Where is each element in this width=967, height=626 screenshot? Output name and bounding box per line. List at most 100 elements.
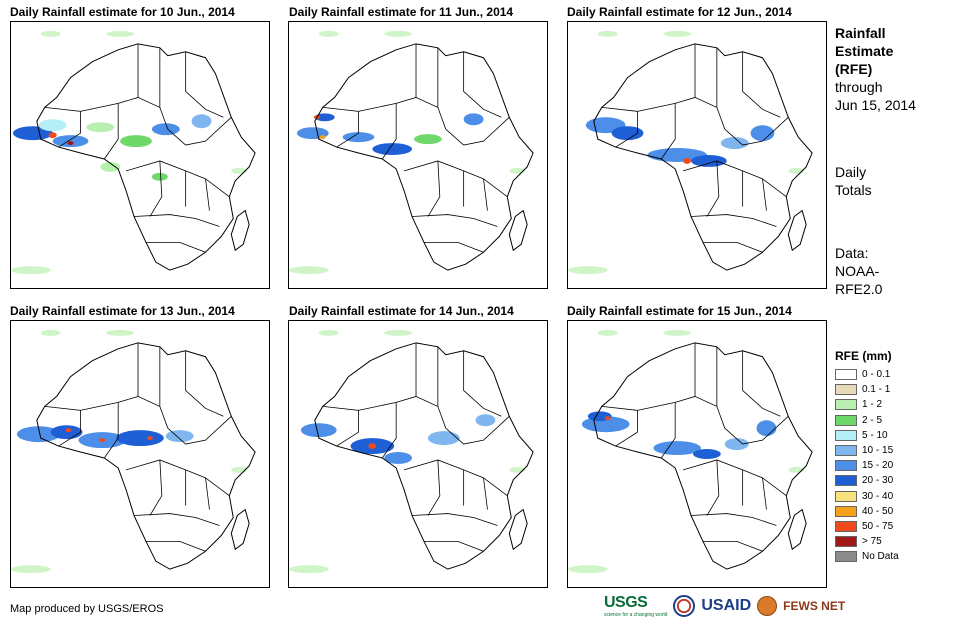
legend-swatch — [835, 414, 857, 426]
panel-title-2: Daily Rainfall estimate for 11 Jun., 201… — [289, 5, 514, 19]
country-border — [691, 513, 777, 526]
country-border — [134, 513, 220, 526]
legend-item: 30 - 40 — [835, 489, 899, 504]
country-border — [483, 178, 488, 211]
rainfall-area — [414, 134, 442, 145]
panel-title-3: Daily Rainfall estimate for 12 Jun., 201… — [567, 5, 792, 19]
coastline — [787, 209, 807, 252]
country-border — [80, 396, 169, 429]
rainfall-area — [691, 155, 727, 167]
country-border — [445, 415, 510, 445]
coastline — [36, 43, 256, 271]
legend-item: 15 - 20 — [835, 458, 899, 473]
rainfall-area — [568, 266, 608, 275]
country-border — [185, 350, 224, 417]
country-border — [691, 214, 777, 227]
country-border — [601, 405, 638, 447]
rainfall-area — [663, 30, 692, 37]
daily-totals: Daily Totals — [835, 163, 872, 199]
country-border — [167, 415, 232, 445]
legend-title: RFE (mm) — [835, 349, 892, 363]
rainfall-area — [116, 430, 164, 447]
rainfall-area — [384, 329, 413, 336]
country-border — [427, 459, 441, 516]
country-border — [483, 477, 488, 510]
heading-line-2: Estimate — [835, 43, 894, 59]
rainfall-area — [40, 30, 61, 37]
data-source: Data: NOAA- RFE2.0 — [835, 244, 882, 298]
country-border — [403, 459, 508, 497]
legend-item: > 75 — [835, 534, 899, 549]
legend-label: 10 - 15 — [862, 445, 894, 457]
usaid-seal-icon — [673, 595, 696, 617]
panel-title-5: Daily Rainfall estimate for 14 Jun., 201… — [289, 304, 514, 318]
country-border — [702, 540, 763, 552]
legend-swatch — [835, 475, 857, 487]
africa-map-svg — [11, 329, 256, 574]
legend-swatch — [835, 384, 857, 396]
heading-line-1: Rainfall — [835, 25, 886, 41]
legend-label: No Data — [862, 551, 899, 563]
rainfall-map-2 — [288, 21, 548, 289]
data-source-line-1: NOAA- — [835, 263, 880, 279]
rainfall-map-3 — [567, 21, 827, 289]
rainfall-area — [750, 125, 775, 142]
rainfall-area — [720, 137, 749, 150]
rainfall-area — [151, 172, 168, 181]
legend-swatch — [835, 520, 857, 532]
rainfall-area — [368, 443, 377, 450]
country-border — [702, 241, 763, 253]
africa-map-svg — [289, 329, 534, 574]
coastline — [593, 342, 813, 570]
rainfall-area — [384, 452, 413, 464]
rainfall-area — [427, 431, 460, 446]
usaid-wordmark: USAID — [701, 597, 752, 614]
rainfall-area — [106, 329, 135, 336]
rainfall-area — [86, 122, 115, 133]
country-border — [205, 178, 210, 211]
coastline — [508, 209, 528, 252]
rainfall-area — [568, 565, 608, 574]
usgs-tagline: science for a changing world — [604, 612, 668, 618]
rainfall-area — [647, 148, 707, 162]
panel-title-6: Daily Rainfall estimate for 15 Jun., 201… — [567, 304, 792, 318]
rainfall-area — [106, 30, 135, 37]
rainfall-area — [384, 30, 413, 37]
country-border — [742, 350, 781, 417]
coastline — [314, 342, 534, 570]
legend-swatch — [835, 429, 857, 441]
rainfall-area — [11, 565, 51, 574]
rainfall-area — [693, 449, 721, 459]
rainfall-area — [463, 113, 484, 126]
country-border — [167, 116, 232, 146]
legend-swatch — [835, 536, 857, 548]
country-border — [125, 459, 230, 497]
rainfall-map-1 — [10, 21, 270, 289]
rainfall-area — [683, 157, 692, 164]
rainfall-area — [40, 329, 61, 336]
rainfall-area — [50, 425, 83, 440]
legend-item: 40 - 50 — [835, 504, 899, 519]
coastline — [230, 209, 250, 252]
country-border — [145, 241, 206, 253]
usgs-wordmark: USGS — [604, 594, 648, 611]
country-border — [660, 402, 676, 459]
country-border — [358, 396, 447, 429]
legend-swatch — [835, 445, 857, 457]
legend-item: No Data — [835, 549, 899, 564]
rainfall-area — [597, 30, 618, 37]
through-date: Jun 15, 2014 — [835, 97, 916, 113]
country-border — [601, 106, 638, 148]
country-border — [637, 396, 726, 429]
country-border — [103, 402, 119, 459]
data-source-line-2: RFE2.0 — [835, 281, 883, 297]
legend-item: 1 - 2 — [835, 397, 899, 412]
legend-label: 40 - 50 — [862, 505, 894, 517]
rainfall-area — [314, 113, 335, 122]
country-border — [322, 106, 359, 148]
rainfall-area — [99, 438, 106, 443]
country-border — [358, 97, 447, 130]
country-border — [44, 405, 81, 447]
rainfall-area — [597, 329, 618, 336]
country-border — [134, 214, 220, 227]
